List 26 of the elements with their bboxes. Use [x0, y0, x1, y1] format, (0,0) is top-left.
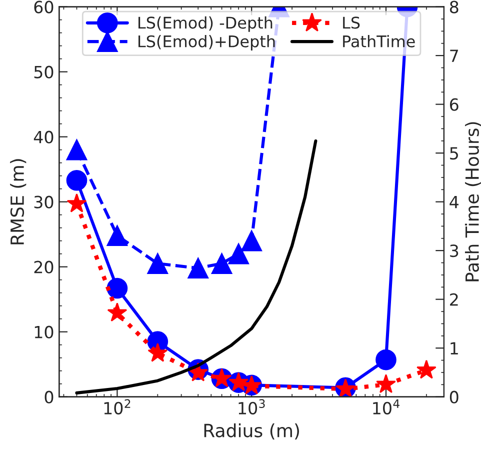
- y2-tick-label: 7: [450, 50, 458, 62]
- y2-tick-label: 0: [450, 390, 458, 404]
- y-tick-label: 60: [34, 0, 54, 14]
- y2-axis-title: Path Time (Hours): [464, 122, 481, 282]
- legend-label: LS(Emod)+Depth: [138, 35, 275, 50]
- y2-tick-label: 2: [450, 293, 458, 306]
- y-axis-title: RMSE (m): [10, 159, 26, 244]
- x-tick-label: 10$^{4}$: [373, 399, 400, 414]
- y-tick-label: 50: [34, 66, 54, 78]
- y2-tick-label: 8: [450, 0, 458, 14]
- x-tick-label: 10$^{3}$: [238, 399, 265, 414]
- legend-label: LS(Emod) -Depth: [138, 16, 272, 32]
- x-axis-title: Radius (m): [204, 423, 299, 440]
- y2-tick-label: 6: [450, 98, 458, 111]
- y2-tick-label: 3: [450, 244, 458, 258]
- y-tick-label: 40: [34, 130, 54, 144]
- y2-tick-label: 4: [450, 196, 458, 208]
- y-tick-label: 10: [34, 326, 54, 338]
- y2-tick-label: 1: [450, 342, 458, 354]
- legend-label: PathTime: [343, 35, 415, 48]
- y2-tick-label: 5: [450, 147, 458, 160]
- y-tick-label: 30: [34, 196, 54, 208]
- x-tick-label: 10$^{2}$: [104, 399, 130, 414]
- legend-label: LS: [343, 16, 360, 29]
- y-tick-label: 20: [34, 260, 54, 274]
- y-tick-label: 0: [44, 390, 54, 404]
